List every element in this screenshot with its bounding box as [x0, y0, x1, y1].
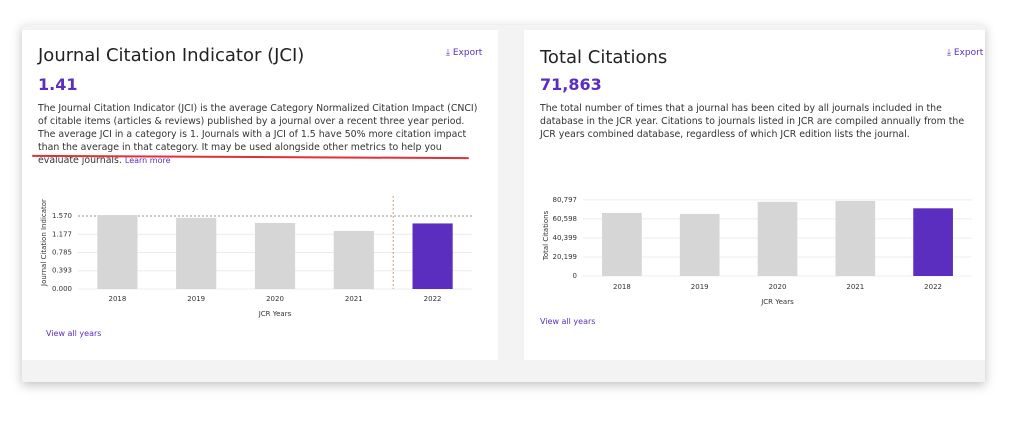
x-tick-label: 2019	[187, 295, 205, 303]
x-tick-label: 2018	[613, 283, 631, 291]
bar	[97, 215, 138, 289]
x-axis-title: JCR Years	[258, 310, 292, 318]
learn-more-link[interactable]: Learn more	[124, 156, 171, 165]
x-tick-label: 2021	[846, 283, 864, 291]
bar	[412, 223, 453, 289]
x-tick-label: 2020	[266, 295, 284, 303]
view-all-link[interactable]: View all years	[540, 317, 596, 326]
x-tick-label: 2018	[108, 295, 126, 303]
description-text: The Journal Citation Indicator (JCI) is …	[38, 103, 478, 166]
description: The total number of times that a journal…	[540, 103, 965, 140]
x-tick-label: 2022	[924, 283, 942, 291]
card	[22, 30, 498, 360]
bar	[254, 222, 296, 289]
x-tick-label: 2021	[345, 295, 363, 303]
y-tick-label: 0.393	[52, 267, 72, 275]
y-axis-title: Journal Citation Indicator	[40, 199, 48, 287]
description: The Journal Citation Indicator (JCI) is …	[38, 102, 478, 167]
y-tick-label: 80,797	[553, 196, 578, 204]
y-tick-label: 0	[573, 272, 577, 280]
metric-value: 1.41	[38, 75, 78, 94]
y-tick-label: 1.177	[52, 230, 72, 238]
card	[524, 30, 985, 360]
bar	[176, 217, 217, 289]
bar	[679, 213, 720, 276]
export-button[interactable]: ⤓ Export	[947, 48, 984, 58]
bar	[835, 200, 876, 276]
y-axis-title: Total Citations	[542, 210, 550, 261]
y-tick-label: 20,199	[553, 253, 578, 261]
y-tick-label: 60,598	[553, 215, 578, 223]
y-tick-label: 40,399	[553, 234, 578, 242]
card-title: Total Citations	[540, 47, 668, 68]
y-tick-label: 0.785	[52, 248, 72, 256]
export-button[interactable]: ⤓ Export	[446, 48, 483, 58]
y-tick-label: 1.570	[52, 212, 72, 220]
card-title: Journal Citation Indicator (JCI)	[38, 45, 305, 66]
y-tick-label: 0.000	[52, 285, 72, 293]
view-all-link[interactable]: View all years	[46, 329, 102, 338]
export-label: Export	[953, 48, 984, 58]
x-tick-label: 2020	[769, 283, 787, 291]
metric-value: 71,863	[540, 75, 602, 94]
bar	[913, 208, 953, 276]
export-label: Export	[452, 48, 483, 58]
bar	[333, 230, 374, 289]
bar	[602, 212, 642, 276]
x-tick-label: 2019	[691, 283, 709, 291]
bar	[757, 201, 798, 276]
x-axis-title: JCR Years	[760, 298, 794, 306]
x-tick-label: 2022	[424, 295, 442, 303]
